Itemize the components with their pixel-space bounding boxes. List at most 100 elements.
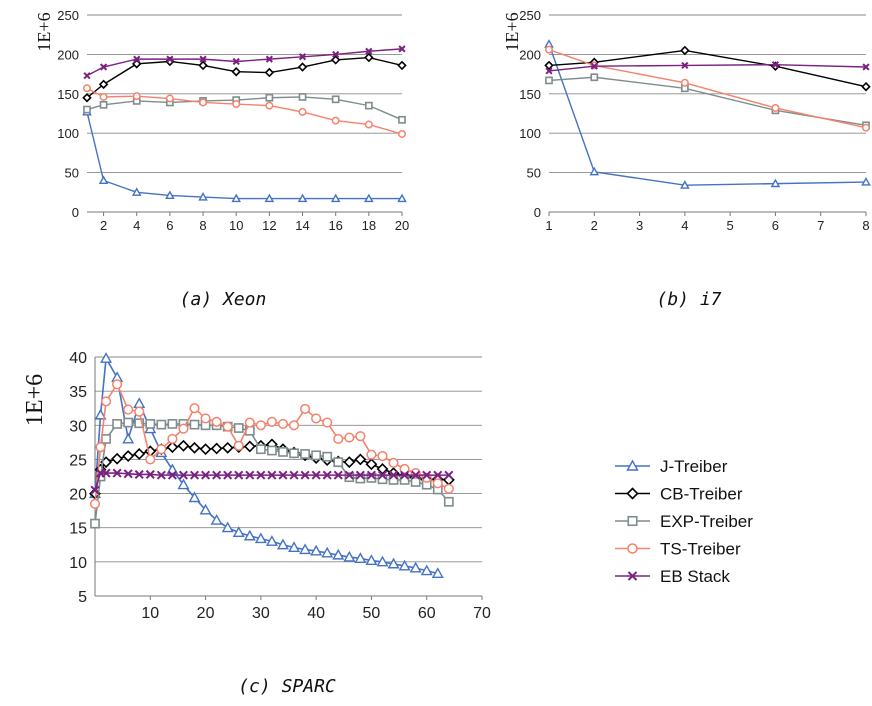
data-point-exp-treiber (265, 93, 274, 102)
data-point-eb-stack (332, 50, 340, 58)
data-point-j-treiber (861, 177, 871, 186)
y-axis-label-xeon: 1E+6 (34, 12, 54, 51)
legend-item-ts-treiber: TS-Treiber (615, 540, 741, 559)
series-j-treiber (544, 39, 871, 189)
legend-label: EB Stack (660, 567, 730, 586)
data-point-cb-treiber (111, 452, 124, 465)
data-point-ts-treiber (244, 417, 255, 428)
x-tick-label: 70 (473, 605, 491, 622)
legend-marker (626, 459, 639, 471)
data-point-ts-treiber (100, 396, 112, 407)
data-point-ts-treiber (178, 423, 189, 434)
data-point-eb-stack (212, 470, 222, 480)
data-point-eb-stack (300, 470, 310, 480)
data-point-ts-treiber (134, 406, 145, 417)
data-point-j-treiber (288, 541, 301, 553)
y-tick-label: 100 (57, 126, 79, 141)
data-point-cb-treiber (199, 443, 212, 456)
x-tick-label: 3 (636, 218, 643, 233)
data-point-j-treiber (188, 491, 201, 503)
data-point-ts-treiber (680, 78, 689, 87)
data-point-exp-treiber (267, 445, 277, 456)
series-cb-treiber (544, 45, 871, 92)
data-point-exp-treiber (233, 423, 244, 433)
x-tick-label: 5 (727, 218, 734, 233)
legend-label: TS-Treiber (660, 540, 741, 559)
data-point-j-treiber (321, 546, 334, 558)
series-j-treiber (82, 106, 407, 203)
x-tick-label: 10 (141, 605, 159, 622)
data-point-ts-treiber (331, 116, 340, 125)
data-point-eb-stack (123, 469, 133, 479)
legend-item-eb-stack: EB Stack (615, 567, 730, 586)
data-point-cb-treiber (365, 458, 378, 471)
legend-marker (626, 487, 639, 500)
x-tick-label: 8 (199, 218, 206, 233)
y-tick-label: 50 (65, 166, 79, 181)
legend-marker (627, 543, 638, 554)
data-point-eb-stack (433, 470, 443, 480)
data-point-cb-treiber (122, 450, 135, 462)
data-point-eb-stack (199, 55, 207, 63)
data-point-ts-treiber (333, 433, 344, 445)
x-tick-label: 20 (395, 218, 409, 233)
data-point-ts-treiber (288, 420, 300, 431)
data-point-eb-stack (234, 470, 244, 480)
data-point-j-treiber (409, 561, 422, 573)
data-point-j-treiber (310, 544, 323, 556)
data-point-exp-treiber (101, 434, 111, 444)
data-point-ts-treiber (771, 103, 780, 112)
data-point-cb-treiber (354, 453, 367, 466)
data-point-eb-stack (289, 470, 299, 480)
data-point-j-treiber (297, 193, 308, 203)
x-tick-label: 30 (252, 605, 270, 622)
data-point-ts-treiber (398, 129, 406, 138)
data-point-j-treiber (254, 532, 267, 544)
data-point-eb-stack (771, 61, 780, 69)
series-line-j-treiber (94, 355, 438, 575)
data-point-ts-treiber (165, 94, 174, 103)
data-point-eb-stack (388, 470, 399, 480)
data-point-cb-treiber (397, 60, 407, 71)
series-exp-treiber (83, 93, 406, 124)
data-point-cb-treiber (680, 45, 690, 56)
legend-item-exp-treiber: EXP-Treiber (615, 512, 753, 531)
data-point-eb-stack (145, 469, 155, 479)
data-point-cb-treiber (82, 93, 92, 103)
data-point-eb-stack (366, 470, 376, 480)
x-tick-label: 4 (133, 218, 140, 233)
data-point-j-treiber (199, 503, 212, 515)
y-tick-label: 25 (69, 452, 87, 469)
data-point-j-treiber (210, 513, 223, 525)
x-tick-label: 6 (772, 218, 779, 233)
x-tick-label: 2 (591, 218, 598, 233)
series-line-ts-treiber (94, 382, 450, 504)
data-point-ts-treiber (211, 416, 222, 427)
data-point-exp-treiber (333, 457, 344, 468)
data-point-eb-stack (256, 470, 266, 480)
y-tick-label: 250 (57, 8, 79, 23)
data-point-j-treiber (343, 550, 356, 562)
data-point-ts-treiber (89, 498, 101, 509)
data-point-cb-treiber (231, 67, 241, 77)
data-point-j-treiber (100, 352, 113, 363)
y-tick-label: 30 (69, 418, 87, 435)
data-point-eb-stack (167, 470, 177, 480)
data-point-ts-treiber (277, 418, 289, 429)
chart-sparc: 1E+6 5 10 15 20 25 30 35 40 10 20 30 40 50 60 70 (c) S… (22, 350, 491, 697)
data-point-exp-treiber (145, 419, 156, 429)
y-tick-label: 35 (69, 384, 87, 401)
y-tick-label: 50 (527, 166, 541, 181)
data-point-exp-treiber (364, 101, 373, 110)
series-eb-stack (90, 468, 454, 495)
data-point-eb-stack (166, 55, 174, 63)
series-eb-stack (83, 45, 406, 80)
x-tick-label: 18 (362, 218, 376, 233)
x-tick-label: 60 (418, 605, 436, 622)
data-point-cb-treiber (221, 441, 234, 454)
data-point-exp-treiber (311, 450, 322, 461)
legend-marker (627, 515, 638, 527)
data-point-exp-treiber (189, 419, 200, 430)
data-point-j-treiber (397, 193, 407, 203)
